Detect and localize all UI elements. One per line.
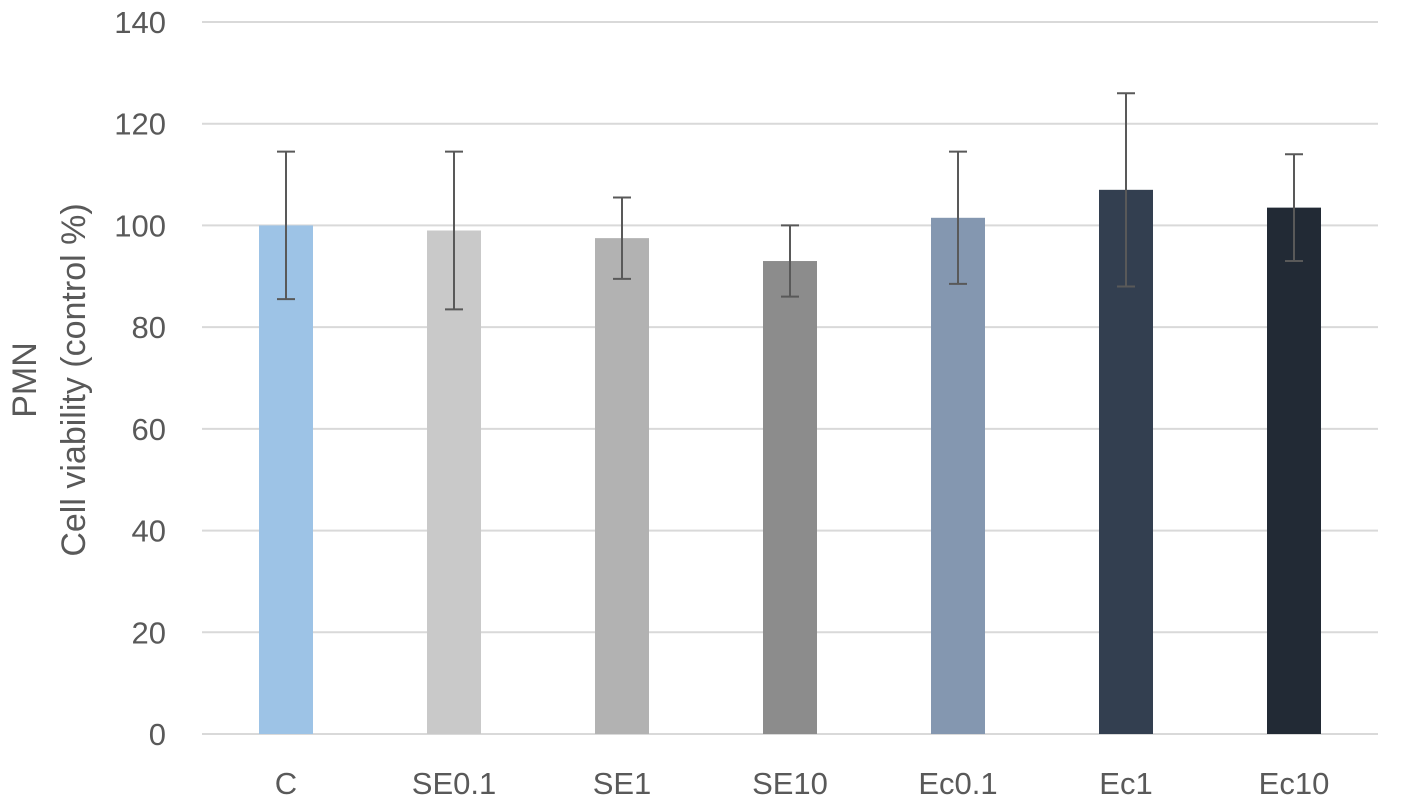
x-tick-label: Ec10 <box>1259 766 1330 801</box>
y-tick-label: 80 <box>132 310 166 345</box>
error-bars <box>277 92 1303 311</box>
bar <box>763 261 817 734</box>
error-bar <box>1285 153 1303 263</box>
y-tick-label: 0 <box>149 717 166 752</box>
bar <box>259 225 313 734</box>
x-tick-label: SE10 <box>752 766 828 801</box>
bars <box>259 189 1321 735</box>
error-bar <box>445 150 463 311</box>
error-bar <box>1117 92 1135 288</box>
y-tick-label: 100 <box>114 208 166 243</box>
error-bar <box>949 150 967 285</box>
y-tick-label: 40 <box>132 514 166 549</box>
error-bar <box>613 196 631 280</box>
y-axis-title: PMN Cell viability (control %) <box>6 203 93 556</box>
y-tick-label: 20 <box>132 615 166 650</box>
y-axis-title-line-2: Cell viability (control %) <box>55 203 93 556</box>
bar <box>1267 207 1321 735</box>
y-tick-label: 120 <box>114 107 166 142</box>
y-axis-ticks: 0 20 40 60 80 100 120 140 <box>114 5 166 752</box>
x-tick-label: C <box>275 766 297 801</box>
x-tick-label: SE1 <box>593 766 652 801</box>
bar <box>931 217 985 735</box>
x-tick-label: SE0.1 <box>412 766 496 801</box>
x-tick-label: Ec0.1 <box>918 766 997 801</box>
y-tick-label: 140 <box>114 5 166 40</box>
x-axis-ticks: C SE0.1 SE1 SE10 Ec0.1 Ec1 Ec10 <box>275 766 1330 801</box>
error-bar <box>781 224 799 298</box>
bar <box>427 230 481 734</box>
error-bar <box>277 150 295 301</box>
y-axis-title-line-1: PMN <box>6 342 44 418</box>
x-tick-label: Ec1 <box>1099 766 1152 801</box>
y-tick-label: 60 <box>132 412 166 447</box>
bar <box>595 238 649 734</box>
